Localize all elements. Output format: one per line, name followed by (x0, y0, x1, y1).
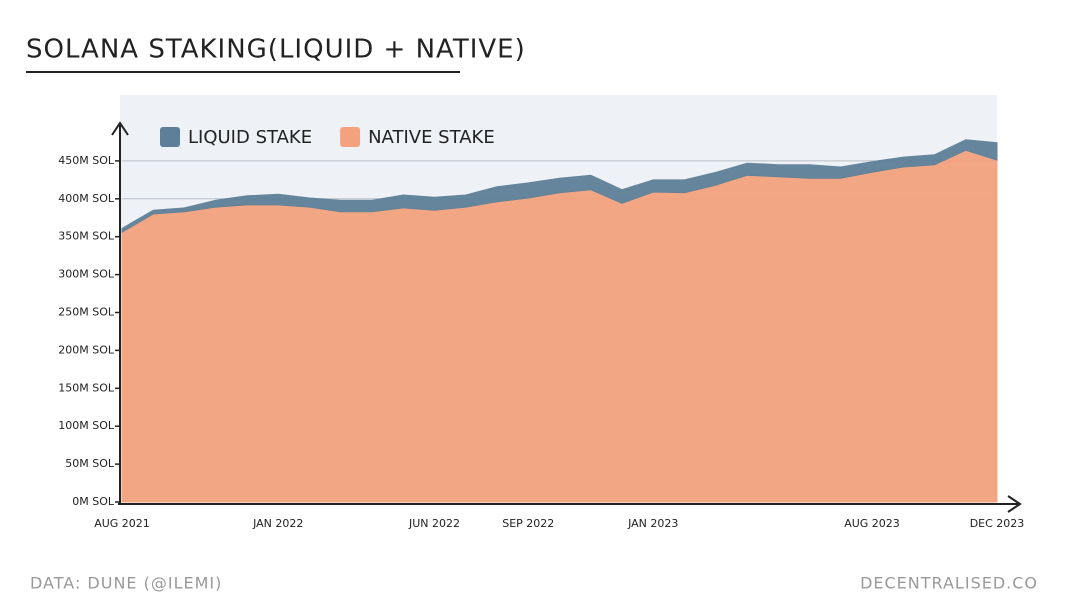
legend-label: LIQUID STAKE (188, 127, 312, 148)
legend-swatch (160, 127, 180, 147)
legend-label: NATIVE STAKE (368, 127, 495, 148)
chart-title: SOLANA STAKING(LIQUID + NATIVE) (26, 35, 526, 65)
legend-swatch (340, 127, 361, 147)
y-tick-label: 200M SOL (58, 343, 115, 356)
x-tick-label: SEP 2022 (502, 517, 554, 530)
y-tick-label: 400M SOL (58, 192, 115, 205)
y-tick-label: 150M SOL (58, 381, 115, 394)
y-tick-label: 300M SOL (58, 268, 115, 281)
x-tick-label: JAN 2022 (252, 517, 303, 530)
y-tick-label: 250M SOL (58, 306, 115, 319)
x-tick-label: JUN 2022 (408, 517, 460, 530)
y-tick-label: 100M SOL (58, 419, 115, 432)
x-tick-label: AUG 2021 (94, 517, 150, 530)
x-tick-label: JAN 2023 (627, 517, 678, 530)
y-tick-label: 350M SOL (58, 230, 115, 243)
y-axis-arrow (111, 121, 129, 136)
x-tick-label: DEC 2023 (970, 517, 1025, 530)
x-axis-arrow (1007, 495, 1022, 513)
credit: DECENTRALISED.CO (860, 574, 1038, 593)
x-tick-label: AUG 2023 (844, 517, 900, 530)
source-note: DATA: DUNE (@ILEMI) (30, 574, 222, 593)
y-tick-label: 450M SOL (58, 154, 115, 167)
y-tick-label: 50M SOL (65, 457, 115, 470)
area (121, 139, 998, 234)
y-tick-label: 0M SOL (72, 495, 115, 508)
